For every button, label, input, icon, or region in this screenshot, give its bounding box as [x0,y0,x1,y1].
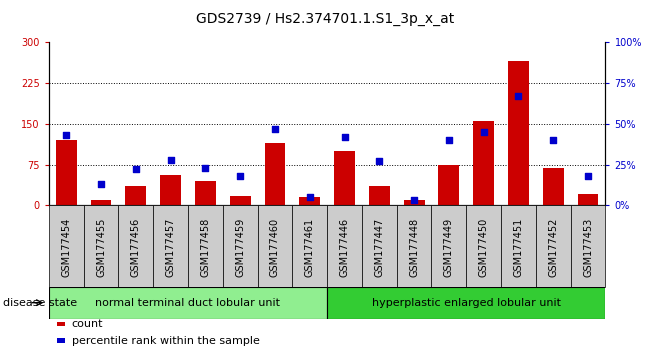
Point [583,173,593,179]
Text: GSM177459: GSM177459 [235,217,245,277]
Point [339,134,350,140]
Bar [536,205,571,287]
Bar [396,205,432,287]
Bar [57,322,65,326]
Text: GDS2739 / Hs2.374701.1.S1_3p_x_at: GDS2739 / Hs2.374701.1.S1_3p_x_at [197,12,454,27]
Text: GSM177461: GSM177461 [305,217,314,277]
Point [235,173,245,179]
Bar [432,205,466,287]
Text: GSM177453: GSM177453 [583,217,593,277]
Point [305,194,315,200]
Point [478,129,489,135]
Text: count: count [72,319,103,329]
Bar [577,194,598,205]
Bar [258,205,292,287]
Text: GSM177449: GSM177449 [444,217,454,277]
Bar [188,205,223,287]
Point [165,157,176,162]
Bar [369,186,390,205]
Bar [83,205,118,287]
Bar [153,205,188,287]
Text: GSM177451: GSM177451 [514,217,523,277]
Bar [118,205,153,287]
Text: hyperplastic enlarged lobular unit: hyperplastic enlarged lobular unit [372,298,561,308]
Bar [292,205,327,287]
Bar [56,140,77,205]
Bar [571,205,605,287]
Point [200,165,210,171]
Point [548,137,559,143]
Text: disease state: disease state [3,298,77,308]
Point [61,132,72,138]
Bar [501,205,536,287]
Bar [160,176,181,205]
Bar [195,181,215,205]
Bar [473,121,494,205]
Point [409,198,419,203]
Bar [334,151,355,205]
Bar [404,200,424,205]
Bar [466,205,501,287]
Point [374,159,385,164]
Bar [49,287,327,319]
Bar [362,205,396,287]
Text: GSM177460: GSM177460 [270,217,280,277]
Bar [90,200,111,205]
Text: GSM177446: GSM177446 [340,217,350,277]
Text: GSM177458: GSM177458 [201,217,210,277]
Point [96,181,106,187]
Bar [508,62,529,205]
Point [270,126,280,132]
Text: GSM177447: GSM177447 [374,217,384,277]
Text: GSM177457: GSM177457 [165,217,176,277]
Bar [223,205,258,287]
Bar [126,186,146,205]
Bar [327,287,605,319]
Bar [49,205,83,287]
Bar [264,143,285,205]
Text: normal terminal duct lobular unit: normal terminal duct lobular unit [96,298,281,308]
Point [131,167,141,172]
Text: GSM177452: GSM177452 [548,217,559,277]
Bar [299,197,320,205]
Text: GSM177448: GSM177448 [409,217,419,277]
Text: GSM177456: GSM177456 [131,217,141,277]
Text: GSM177455: GSM177455 [96,217,106,277]
Bar [543,169,564,205]
Text: percentile rank within the sample: percentile rank within the sample [72,336,260,346]
Text: GSM177450: GSM177450 [478,217,489,277]
Point [513,93,523,99]
Bar [230,195,251,205]
Bar [327,205,362,287]
Bar [57,338,65,343]
Point [444,137,454,143]
Text: GSM177454: GSM177454 [61,217,71,277]
Bar [438,165,460,205]
